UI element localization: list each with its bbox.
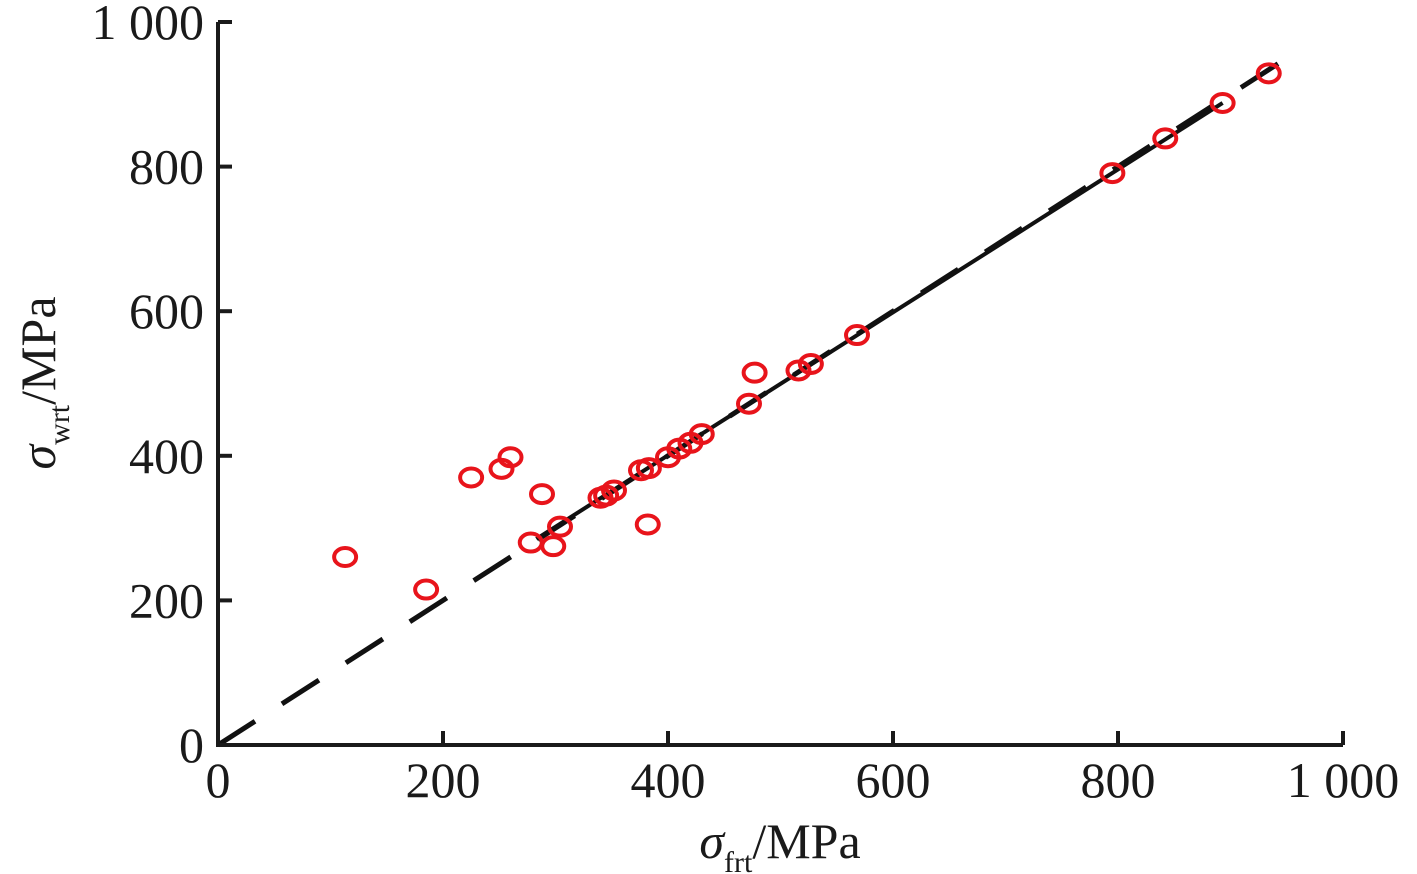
x-tick-label: 1 000 — [1287, 752, 1400, 808]
x-tick-label: 200 — [406, 752, 481, 808]
data-point — [1209, 91, 1236, 114]
data-point — [634, 513, 661, 536]
y-tick-label: 1 000 — [92, 0, 205, 50]
y-tick-label: 800 — [129, 139, 204, 195]
data-point — [517, 531, 544, 554]
data-point — [1099, 162, 1126, 185]
data-point — [547, 515, 573, 538]
data-point — [844, 324, 870, 347]
x-tick-label: 800 — [1081, 752, 1156, 808]
x-tick-label: 0 — [206, 752, 231, 808]
data-point — [1152, 127, 1179, 150]
data-point — [497, 446, 524, 469]
data-point — [540, 535, 567, 558]
data-point — [458, 466, 485, 489]
y-tick-label: 200 — [129, 572, 204, 628]
data-point — [635, 457, 662, 480]
data-point — [736, 392, 762, 415]
data-point — [797, 352, 824, 375]
data-point — [601, 479, 627, 502]
y-tick-label: 0 — [179, 717, 204, 773]
data-point — [332, 546, 359, 569]
y-tick-label: 400 — [129, 428, 204, 484]
data-point — [1255, 62, 1282, 85]
data-point — [529, 483, 555, 506]
data-point — [688, 423, 715, 446]
x-axis-title: σfrt/MPa — [699, 813, 860, 874]
x-tick-label: 600 — [856, 752, 931, 808]
data-point — [741, 361, 768, 384]
x-tick-label: 400 — [631, 752, 706, 808]
data-point — [413, 578, 440, 601]
y-tick-label: 600 — [129, 283, 204, 339]
y-axis-title: σwrt/MPa — [10, 296, 76, 469]
